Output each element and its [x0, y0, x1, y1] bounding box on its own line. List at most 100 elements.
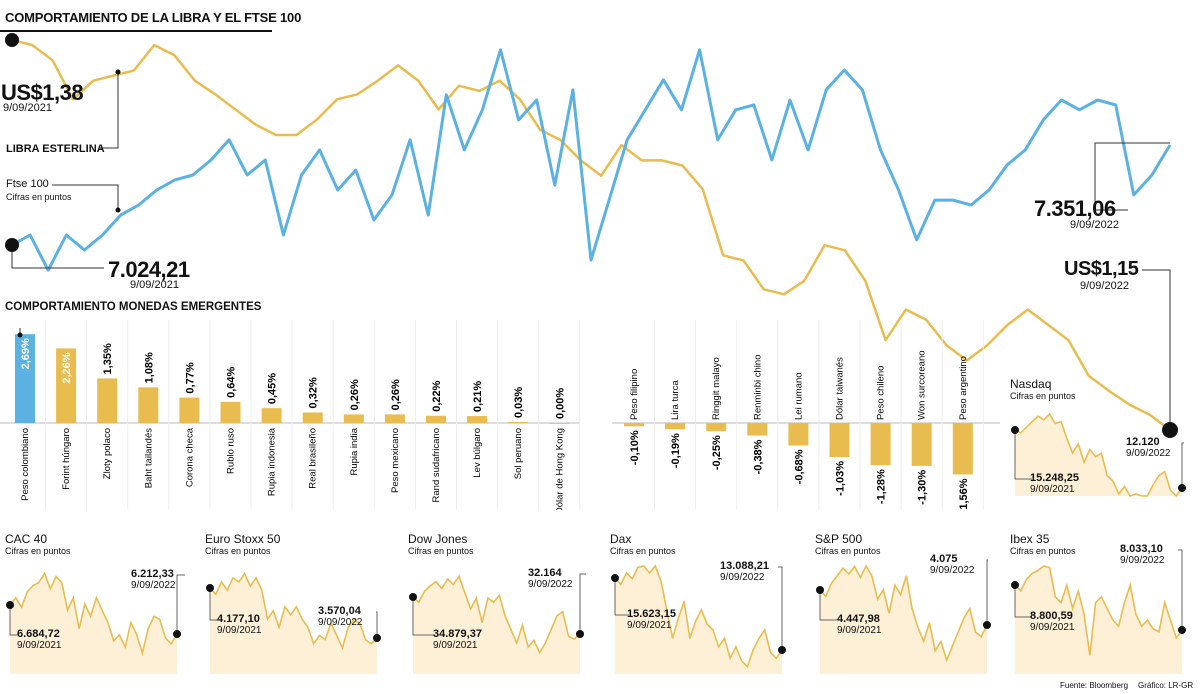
bar-value-label: 0,32%: [308, 377, 320, 408]
index-area-chart: [6, 571, 185, 674]
bar: [467, 416, 488, 423]
bar-category-label: Dólar de Hong Kong: [554, 428, 565, 510]
highlight-dot: [17, 332, 23, 338]
end-value: 13.088,21: [720, 560, 769, 572]
bar-category-label: Rand sudafricano: [431, 428, 442, 502]
bar-chart-title: COMPORTAMIENTO MONEDAS EMERGENTES: [5, 301, 262, 313]
bar: [870, 423, 891, 466]
index-subtitle: Cifras en puntos: [1010, 391, 1076, 401]
bar-category-label: Renminbi chino: [752, 355, 763, 420]
ftse-end-date: 9/09/2022: [1070, 219, 1119, 231]
chart-title: COMPORTAMIENTO DE LA LIBRA Y EL FTSE 100: [5, 10, 302, 25]
bar-value-label: 0,77%: [184, 362, 196, 393]
area-fill: [615, 566, 782, 674]
bar-category-label: Zloty polaco: [102, 428, 113, 479]
ftse-line: [11, 48, 1172, 272]
start-date: 9/09/2021: [1030, 484, 1075, 495]
end-dot: [1178, 626, 1186, 634]
start-date: 9/09/2021: [1030, 622, 1075, 633]
start-leader: [819, 590, 839, 621]
pound-end-leader: [1142, 269, 1171, 428]
index-panel-dow-jones: Dow Jones Cifras en puntos 34.879,37 9/09/2…: [408, 532, 588, 678]
index-panel-ibex-35: Ibex 35 Cifras en puntos 8.800,59 9/09/2021…: [1010, 532, 1190, 678]
end-value: 8.033,10: [1120, 543, 1163, 555]
bar-category-label: Forint húngaro: [61, 428, 72, 490]
area-fill: [1015, 566, 1182, 674]
end-value: 4.075: [930, 553, 958, 565]
end-date: 9/09/2022: [720, 572, 765, 583]
bar: [261, 408, 282, 423]
index-line: [1014, 565, 1183, 656]
bar-value-label: 2,69%: [20, 338, 32, 369]
end-date: 9/09/2022: [1126, 448, 1171, 459]
index-line: [1014, 412, 1183, 498]
bar-value-label: 0,03%: [513, 387, 525, 418]
pound-start-leader: [100, 72, 119, 149]
index-title: Nasdaq: [1010, 377, 1052, 391]
ftse-marker-dot: [115, 207, 121, 213]
index-title: Euro Stoxx 50: [205, 532, 281, 546]
bar-category-label: Real brasileño: [308, 428, 319, 489]
area-fill: [10, 573, 177, 674]
ftse-end-value: 7.351,06: [1034, 196, 1116, 221]
bar: [426, 415, 446, 423]
bar-category-label: Peso mexicano: [390, 428, 401, 493]
start-value: 4.177,10: [217, 613, 260, 625]
bar-value-label: 0,26%: [349, 379, 361, 410]
bar: [384, 414, 405, 423]
bar-value-label: -0,68%: [793, 449, 805, 484]
credit-note: Gráfico: LR-GR: [1138, 681, 1194, 690]
start-leader: [412, 597, 435, 636]
bar-value-label: 0,00%: [554, 388, 566, 419]
start-leader: [209, 588, 219, 621]
end-leader: [1178, 549, 1183, 630]
ftse-unit-label: Cifras en puntos: [6, 192, 72, 202]
end-leader: [376, 611, 378, 638]
title-rule: [0, 30, 272, 32]
start-dot: [1011, 426, 1019, 434]
index-subtitle: Cifras en puntos: [205, 546, 271, 556]
bar-value-label: -1,56%: [958, 478, 970, 510]
bar-category-label: Peso filipino: [629, 369, 640, 420]
bar: [952, 423, 973, 475]
bar: [220, 401, 241, 423]
end-date: 9/09/2022: [318, 617, 363, 628]
bar-category-label: Peso chileno: [876, 366, 887, 420]
bar: [97, 378, 118, 423]
bar-value-label: -1,03%: [835, 461, 847, 496]
start-date: 9/09/2021: [217, 625, 262, 636]
start-dot: [206, 584, 214, 592]
ftse-series-label: Ftse 100: [6, 178, 49, 190]
bar-value-label: -0,25%: [711, 435, 723, 470]
start-leader: [614, 578, 629, 616]
bar-category-label: Dólar taiwanés: [835, 357, 846, 420]
bar-value-label: 0,22%: [431, 380, 443, 411]
bar: [706, 423, 727, 432]
end-dot: [983, 621, 991, 629]
main-line-chart: [5, 33, 1178, 438]
bar: [829, 423, 850, 457]
bar-category-label: Peso argentino: [958, 356, 969, 420]
end-dot: [778, 646, 786, 654]
pound-line: [11, 38, 1171, 431]
index-subtitle: Cifras en puntos: [5, 546, 71, 556]
bar: [549, 423, 570, 424]
bar-category-label: Rupia india: [349, 427, 360, 475]
start-dot: [816, 586, 824, 594]
bar-category-label: Lira turca: [670, 380, 681, 420]
end-leader: [579, 573, 586, 634]
bar-category-label: Sol peruano: [513, 428, 524, 479]
pound-end-date: 9/09/2022: [1080, 280, 1129, 292]
bar-value-label: 1,35%: [102, 343, 114, 374]
index-line: [9, 571, 178, 657]
index-line: [412, 574, 581, 655]
ftse-end-leader: [1094, 142, 1170, 211]
start-value: 4.447,98: [837, 613, 880, 625]
end-date: 9/09/2022: [930, 565, 975, 576]
end-dot: [576, 630, 584, 638]
bar-category-label: Corona checa: [184, 427, 195, 487]
pound-start-date: 9/09/2021: [3, 102, 52, 114]
bar: [508, 422, 529, 423]
pound-start-value: US$1,38: [1, 80, 84, 105]
start-dot: [409, 593, 417, 601]
